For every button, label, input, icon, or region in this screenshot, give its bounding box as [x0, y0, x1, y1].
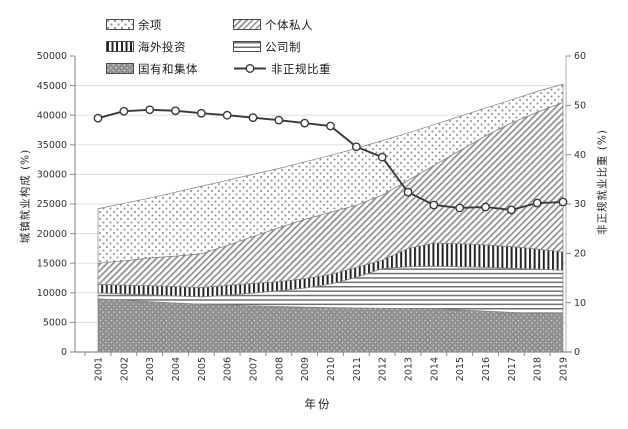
line-marker-informal-employment-share — [403, 187, 413, 197]
legend-label-foreign-invested: 海外投资 — [138, 39, 186, 54]
y-axis-left-tick-label: 35000 — [37, 140, 67, 151]
y-axis-left-tick-label: 50000 — [37, 51, 67, 62]
tick-labels: 0 5000 10000 15000 20000 25000 30000 35000 40000… — [37, 51, 586, 381]
y-axis-right-tick-label: 50 — [574, 101, 586, 112]
legend-swatch-private-and-individual — [233, 19, 261, 30]
x-axis-tick-label: 2019 — [559, 357, 570, 381]
line-marker-informal-employment-share — [222, 110, 232, 120]
legend-swatch-state-and-collective — [106, 63, 134, 74]
y-axis-right-tick-label: 30 — [574, 199, 586, 210]
x-axis-tick-label: 2015 — [455, 357, 466, 381]
area-residual — [97, 83, 564, 264]
line-marker-informal-employment-share — [145, 105, 155, 115]
x-axis-tick-label: 2009 — [300, 357, 311, 381]
y-axis-right-tick-label: 60 — [574, 51, 586, 62]
x-axis-tick-label: 2011 — [352, 357, 363, 381]
y-axis-left-tick-label: 40000 — [37, 110, 67, 121]
informal-share-line-series — [93, 105, 568, 215]
x-axis-tick-label: 2001 — [94, 357, 105, 381]
y-axis-left-tick-label: 10000 — [37, 288, 67, 299]
line-marker-informal-employment-share — [300, 118, 310, 128]
chart-legend: 余项 个体私人 海外投资 公司制 国有和集体 非正规比重 — [106, 14, 331, 79]
x-axis-tick-label: 2013 — [404, 357, 415, 381]
line-marker-glyph — [234, 64, 266, 73]
legend-label-private-and-individual: 个体私人 — [265, 17, 313, 32]
line-marker-informal-employment-share — [326, 121, 335, 131]
y-axis-right-tick-label: 20 — [574, 249, 586, 260]
legend-swatch-foreign-invested — [106, 41, 134, 52]
line-marker-informal-employment-share — [558, 197, 568, 207]
line-marker-informal-employment-share — [196, 108, 206, 118]
line-marker-informal-employment-share — [455, 203, 465, 213]
legend-item-state-and-collective: 国有和集体 — [106, 58, 233, 79]
x-axis-tick-label: 2012 — [378, 357, 389, 381]
x-axis-tick-label: 2003 — [145, 357, 156, 381]
x-axis-tick-label: 2014 — [429, 357, 440, 381]
y-axis-left-tick-label: 15000 — [37, 258, 67, 269]
x-axis-tick-label: 2007 — [249, 357, 260, 381]
x-axis-tick-label: 2006 — [223, 357, 234, 381]
x-axis-tick-label: 2004 — [171, 357, 182, 381]
y-axis-left-tick-label: 20000 — [37, 229, 67, 240]
x-axis-tick-label: 2016 — [481, 357, 492, 381]
line-marker-informal-employment-share — [377, 152, 387, 162]
x-axis-tick-label: 2005 — [197, 357, 208, 381]
line-marker-informal-employment-share — [119, 106, 129, 116]
legend-item-corporate: 公司制 — [233, 36, 331, 57]
y-axis-left-tick-label: 25000 — [37, 199, 67, 210]
legend-label-informal-share: 非正规比重 — [271, 61, 331, 76]
y-axis-title-right: 非正规就业比重 (%) — [596, 128, 609, 236]
y-axis-right-tick-label: 40 — [574, 150, 586, 161]
line-marker-informal-employment-share — [481, 202, 490, 212]
x-axis-tick-label: 2018 — [533, 357, 544, 381]
legend-swatch-residual — [106, 19, 134, 30]
legend-item-private-and-individual: 个体私人 — [233, 14, 331, 35]
line-marker-informal-employment-share — [506, 205, 516, 215]
line-marker-informal-employment-share — [351, 142, 361, 152]
line-marker-informal-employment-share — [248, 113, 258, 123]
legend-item-foreign-invested: 海外投资 — [106, 36, 233, 57]
y-axis-left-tick-label: 5000 — [43, 318, 67, 329]
legend-item-residual: 余项 — [106, 14, 233, 35]
legend-swatch-corporate — [233, 41, 261, 52]
y-axis-left-tick-label: 45000 — [37, 81, 67, 92]
x-axis-tick-label: 2002 — [119, 357, 130, 381]
y-axis-right-tick-label: 10 — [574, 298, 586, 309]
line-marker-informal-employment-share — [274, 115, 284, 125]
line-marker-informal-employment-share — [429, 200, 439, 210]
line-marker-informal-employment-share — [532, 198, 542, 208]
line-marker-informal-employment-share — [93, 113, 103, 123]
legend-label-corporate: 公司制 — [265, 39, 301, 54]
legend-label-state-and-collective: 国有和集体 — [138, 61, 198, 76]
y-axis-left-tick-label: 30000 — [37, 170, 67, 181]
legend-label-residual: 余项 — [138, 17, 162, 32]
line-marker-informal-employment-share — [171, 106, 180, 116]
legend-swatch-informal-share-line — [233, 63, 267, 74]
y-axis-right-tick-label: 0 — [574, 347, 580, 358]
y-axis-title-left: 城镇就业构成 (%) — [19, 148, 32, 244]
x-axis-tick-label: 2017 — [507, 357, 518, 381]
legend-item-informal-share: 非正规比重 — [233, 58, 331, 79]
x-axis-tick-label: 2008 — [274, 357, 285, 381]
x-axis-title: 年份 — [304, 397, 332, 411]
y-axis-left-tick-label: 0 — [61, 347, 67, 358]
x-axis-tick-label: 2010 — [326, 357, 337, 381]
